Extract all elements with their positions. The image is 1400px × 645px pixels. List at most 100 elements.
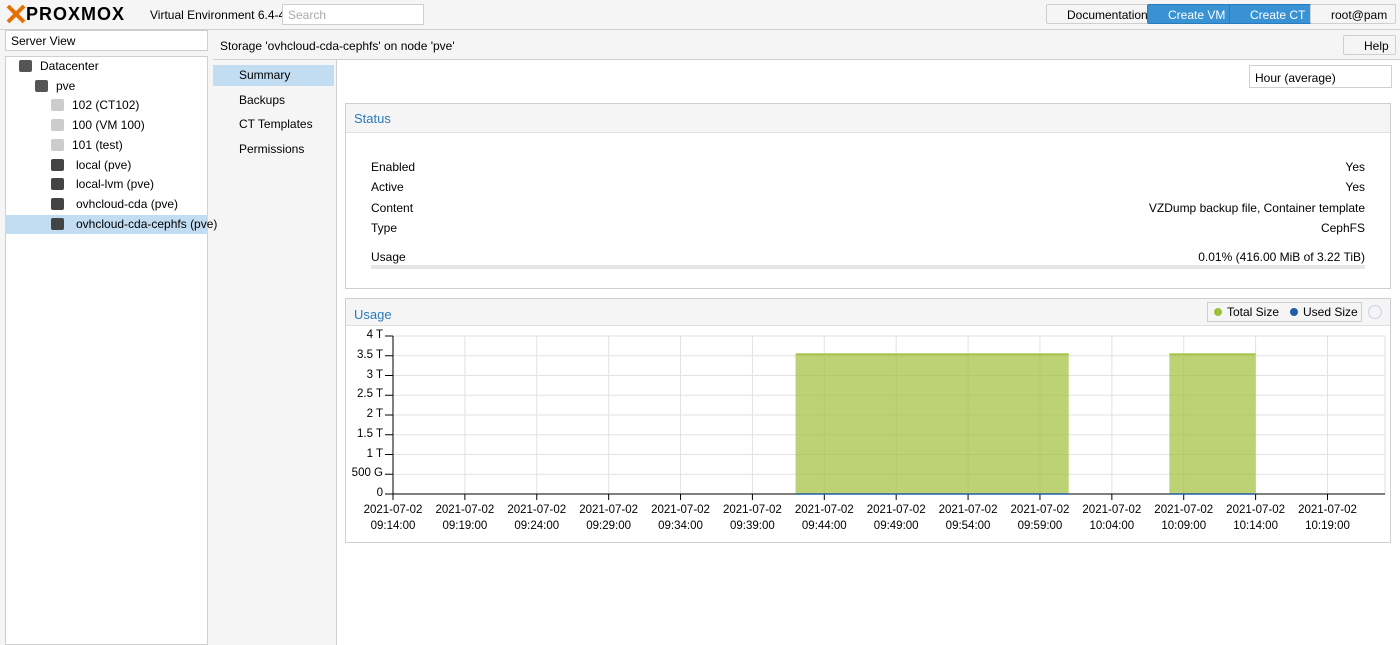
content-header: Storage 'ovhcloud-cda-cephfs' on node 'p… [213,30,1400,60]
undo-zoom-button[interactable] [1368,305,1382,319]
tree-label: ovhcloud-cda-cephfs (pve) [76,216,218,231]
chart-title: Usage [354,307,392,322]
tree-label: Datacenter [40,59,99,73]
x-tick-label: 2021-07-02 09:29:00 [579,504,639,532]
status-label: Active [371,180,404,194]
x-tick-label: 2021-07-02 10:04:00 [1082,504,1142,532]
menu-item[interactable]: Summary [213,65,334,86]
menu-item[interactable]: Permissions [239,142,305,157]
tree-label: 102 (CT102) [72,98,140,113]
area-fill [795,354,1256,494]
y-tick-label: 2.5 T [357,388,383,401]
tree-label: local-lvm (pve) [76,177,155,192]
status-value: Yes [1345,160,1365,174]
x-tick-label: 2021-07-02 09:34:00 [651,504,710,532]
status-row: Active Yes [371,180,1365,198]
tree-icon [51,99,64,112]
usage-bar [371,265,1365,269]
tree-icon [51,138,64,151]
status-label: Content [371,201,414,215]
x-tick-label: 2021-07-02 10:14:00 [1226,504,1285,532]
brand: PROXMOX [26,4,126,24]
tree-label: 101 (test) [72,137,123,152]
tree-icon [51,178,64,191]
status-label: Enabled [371,160,416,174]
tree-label: pve [56,78,76,93]
y-tick-label: 3.5 T [357,348,383,361]
status-row: Enabled Yes [371,160,1365,178]
y-tick-label: 0 [376,487,383,499]
top-bar: PROXMOX Virtual Environment 6.4-4 Search… [0,0,1400,30]
y-tick-label: 3 T [366,368,383,381]
logo-icon [6,4,26,24]
x-tick-label: 2021-07-02 09:44:00 [794,504,854,532]
legend-label[interactable]: Total Size [1227,305,1280,319]
user-menu[interactable]: root@pam [1310,4,1396,24]
version: Virtual Environment 6.4-4 [150,8,286,22]
tree-label: local (pve) [76,157,132,172]
tree-icon [51,217,64,230]
x-tick-label: 2021-07-02 09:39:00 [722,504,782,532]
documentation-button[interactable]: Documentation [1046,4,1155,24]
tree-icon [51,119,64,132]
status-row: Usage 0.01% (416.00 MiB of 3.22 TiB) [371,250,1365,268]
tree-item[interactable]: 100 (VM 100) [5,116,208,135]
create-ct-button[interactable]: Create CT [1229,4,1313,24]
legend: Total Size Used Size [1207,302,1362,322]
x-tick-label: 2021-07-02 10:09:00 [1154,504,1214,532]
menu-item[interactable]: Backups [239,92,286,107]
status-label: Type [371,221,398,235]
x-tick-label: 2021-07-02 09:14:00 [363,504,423,532]
tree-icon [35,79,48,92]
y-tick-label: 1.5 T [357,427,383,440]
tree-icon [51,197,64,210]
status-value: 0.01% (416.00 MiB of 3.22 TiB) [1198,250,1365,264]
tree-item[interactable]: ovhcloud-cda-cephfs (pve) [5,214,217,234]
status-label: Usage [371,250,406,264]
status-value: Yes [1345,180,1365,194]
x-tick-label: 2021-07-02 09:19:00 [435,504,495,532]
status-value: VZDump backup file, Container template [1148,201,1365,215]
tree-item[interactable]: ovhcloud-cda (pve) [5,195,208,214]
x-tick-label: 2021-07-02 09:49:00 [866,504,926,532]
legend-label[interactable]: Used Size [1303,305,1358,319]
resource-tree [5,56,208,645]
menu-item[interactable]: CT Templates [239,117,313,132]
y-tick-label: 2 T [366,408,383,420]
status-row: Type CephFS [371,221,1365,239]
timeframe-selector[interactable]: Hour (average) [1249,65,1392,88]
x-tick-label: 2021-07-02 09:54:00 [938,504,998,532]
x-tick-label: 2021-07-02 09:59:00 [1010,504,1070,532]
tree-item[interactable]: pve [5,77,208,96]
y-tick-label: 500 G [351,467,383,480]
x-tick-label: 2021-07-02 10:19:00 [1298,504,1357,532]
y-tick-label: 1 T [366,447,383,460]
tree-item[interactable]: 101 (test) [5,136,208,155]
usage-panel: Usage Total Size Used Size 0 500 G 1 T 1.5 T… [345,298,1391,543]
legend-marker [1214,308,1222,316]
tree-label: 100 (VM 100) [72,118,145,133]
legend-marker [1290,308,1298,316]
tree-label: ovhcloud-cda (pve) [76,196,179,211]
x-tick-label: 2021-07-02 09:24:00 [507,504,567,532]
tree-icon [51,158,64,171]
status-row: Content VZDump backup file, Container tem… [371,201,1365,219]
status-title: Status [354,111,391,126]
search-box[interactable]: Search [282,4,424,25]
chart [385,335,1386,500]
status-value: CephFS [1320,221,1365,235]
help-button[interactable]: Help [1343,35,1396,55]
tree-item[interactable]: local (pve) [5,156,208,175]
tree-icon [19,60,32,72]
chart-area: 0 500 G 1 T 1.5 T 2 T 2.5 T 3 T 3.5 T 4 T 2021-07… [346,323,1390,541]
content-title: Storage 'ovhcloud-cda-cephfs' on node 'p… [220,39,455,53]
status-header: Status [346,104,1390,133]
create-vm-button[interactable]: Create VM [1147,4,1233,24]
tree-item[interactable]: Datacenter [5,57,208,76]
y-tick-label: 4 T [366,329,383,341]
tree-item[interactable]: 102 (CT102) [5,96,208,115]
tree-item[interactable]: local-lvm (pve) [5,175,208,194]
status-panel: Status Enabled Yes Active Yes Content VZDump … [345,103,1391,289]
view-selector[interactable]: Server View [5,30,208,51]
